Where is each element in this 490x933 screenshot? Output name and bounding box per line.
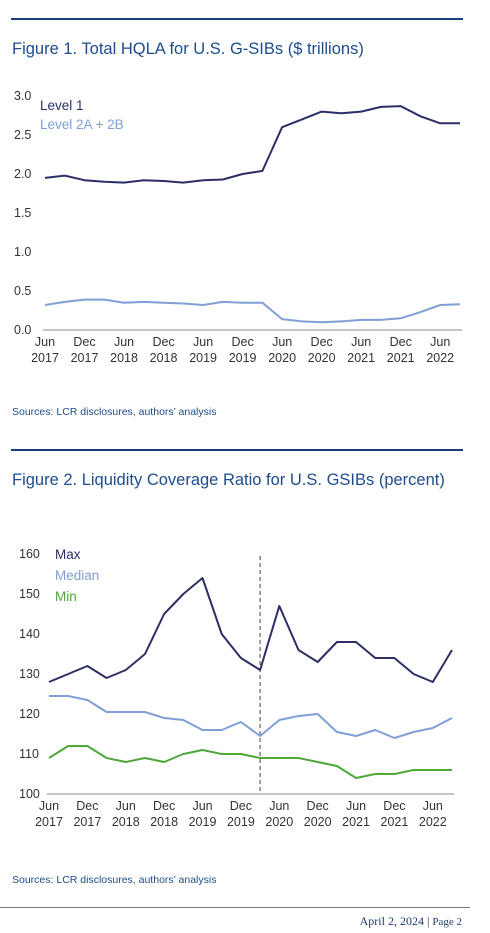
y-tick-label: 0.0 [14, 323, 31, 337]
legend-label: Max [55, 547, 81, 562]
x-tick-month: Dec [73, 335, 95, 349]
y-tick-label: 1.5 [14, 206, 31, 220]
legend-label: Level 1 [40, 98, 84, 113]
x-tick-month: Dec [311, 335, 333, 349]
x-tick-month: Jun [193, 335, 213, 349]
y-tick-label: 2.5 [14, 128, 31, 142]
x-tick-month: Jun [39, 799, 59, 813]
footer-separator: | [426, 914, 430, 928]
x-tick-year: 2021 [381, 815, 409, 829]
x-tick-year: 2017 [35, 815, 63, 829]
x-tick-year: 2021 [347, 351, 375, 365]
x-tick-month: Jun [116, 799, 136, 813]
middle-rule [11, 449, 463, 451]
x-tick-month: Dec [153, 799, 175, 813]
x-tick-month: Jun [114, 335, 134, 349]
x-tick-month: Jun [346, 799, 366, 813]
x-tick-year: 2018 [112, 815, 140, 829]
footer-date: April 2, 2024 [359, 914, 424, 928]
legend-label: Min [55, 589, 77, 604]
x-tick-month: Jun [351, 335, 371, 349]
figure-2-title: Figure 2. Liquidity Coverage Ratio for U… [12, 471, 445, 489]
x-tick-year: 2020 [304, 815, 332, 829]
x-tick-year: 2018 [150, 815, 178, 829]
x-tick-year: 2021 [342, 815, 370, 829]
x-tick-month: Dec [230, 799, 252, 813]
x-tick-month: Dec [383, 799, 405, 813]
x-tick-month: Dec [76, 799, 98, 813]
x-tick-year: 2022 [419, 815, 447, 829]
legend-label: Median [55, 568, 99, 583]
x-tick-year: 2020 [308, 351, 336, 365]
y-tick-label: 100 [19, 787, 40, 801]
x-tick-month: Dec [152, 335, 174, 349]
x-tick-month: Dec [390, 335, 412, 349]
footer-rule [0, 907, 470, 908]
x-tick-year: 2019 [229, 351, 257, 365]
x-tick-year: 2019 [189, 815, 217, 829]
x-tick-month: Jun [269, 799, 289, 813]
x-tick-year: 2022 [426, 351, 454, 365]
figure-2-chart: 100 110 120 130 140 150 160 Jun 2017 Dec 2017 Jun 20… [19, 547, 454, 829]
y-tick-label: 1.0 [14, 245, 31, 259]
x-tick-month: Dec [307, 799, 329, 813]
y-tick-label: 3.0 [14, 89, 31, 103]
figure-1-source: Sources: LCR disclosures, authors’ analy… [12, 406, 217, 418]
y-tick-label: 2.0 [14, 167, 31, 181]
x-tick-year: 2017 [71, 351, 99, 365]
series-line-level-1 [44, 105, 460, 184]
series-line-max [48, 577, 453, 683]
x-tick-year: 2020 [265, 815, 293, 829]
x-tick-month: Jun [35, 335, 55, 349]
y-tick-label: 150 [19, 587, 40, 601]
x-tick-year: 2020 [268, 351, 296, 365]
y-tick-label: 120 [19, 707, 40, 721]
series-line-min [48, 745, 452, 779]
footer-page-number: Page 2 [432, 916, 462, 928]
legend-label: Level 2A + 2B [40, 117, 124, 132]
y-tick-label: 140 [19, 627, 40, 641]
x-tick-month: Jun [272, 335, 292, 349]
x-tick-year: 2018 [150, 351, 178, 365]
x-tick-month: Jun [423, 799, 443, 813]
x-tick-year: 2019 [227, 815, 255, 829]
series-line-level-2a-2b [44, 298, 461, 324]
y-tick-label: 160 [19, 547, 40, 561]
x-tick-year: 2017 [31, 351, 59, 365]
figure-1-title: Figure 1. Total HQLA for U.S. G-SIBs ($ … [12, 40, 364, 58]
y-tick-label: 0.5 [14, 284, 31, 298]
figure-2-source: Sources: LCR disclosures, authors’ analy… [12, 874, 217, 886]
x-tick-year: 2021 [387, 351, 415, 365]
x-tick-year: 2019 [189, 351, 217, 365]
x-tick-year: 2018 [110, 351, 138, 365]
figure-1-chart: 0.0 0.5 1.0 1.5 2.0 2.5 3.0 Jun 2017 Dec 2017 Jun 20… [14, 89, 462, 365]
series-line-median [49, 695, 453, 739]
page-footer: April 2, 2024 | Page 2 [360, 914, 462, 929]
x-tick-year: 2017 [73, 815, 101, 829]
top-rule [11, 18, 463, 20]
x-tick-month: Dec [232, 335, 254, 349]
y-tick-label: 130 [19, 667, 40, 681]
y-tick-label: 110 [19, 747, 39, 761]
x-tick-month: Jun [192, 799, 212, 813]
x-tick-month: Jun [430, 335, 450, 349]
